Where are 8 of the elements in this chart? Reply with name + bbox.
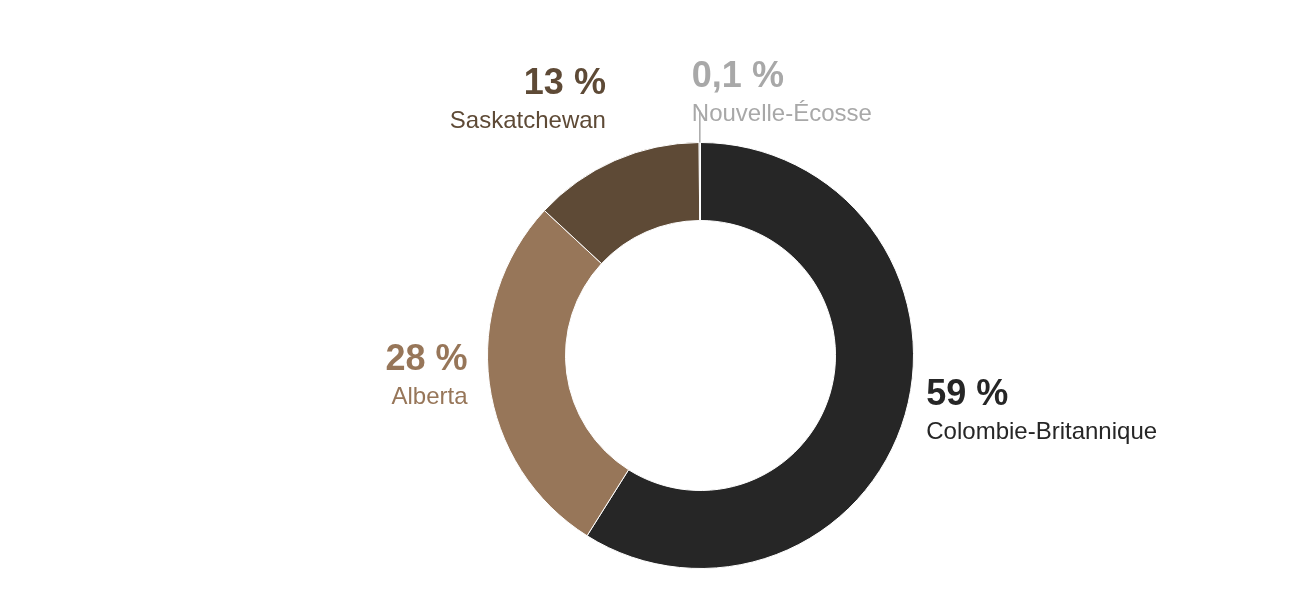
data-label: 13 % xyxy=(523,61,606,103)
data-label: 59 % xyxy=(926,371,1009,413)
data-label: 28 % xyxy=(385,337,468,379)
slice-label: Saskatchewan xyxy=(449,106,606,134)
slice-label: Nouvelle-Écosse xyxy=(691,98,872,126)
data-label: 0,1 % xyxy=(691,53,784,95)
slice-label: Alberta xyxy=(391,382,469,410)
slice-label: Colombie-Britannique xyxy=(926,416,1158,444)
